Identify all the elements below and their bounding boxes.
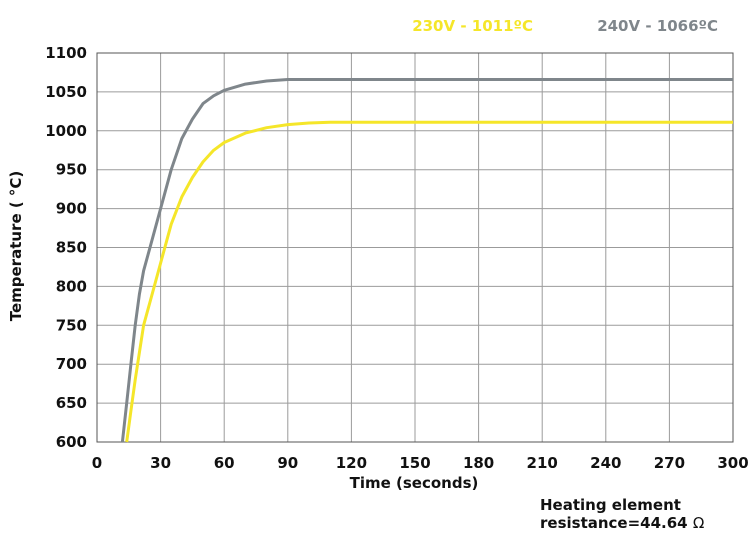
y-tick-label: 750 xyxy=(56,316,87,334)
legend-entry-1: 230V - 1011ºC xyxy=(412,17,533,35)
x-tick-label: 270 xyxy=(654,454,685,472)
y-tick-label: 950 xyxy=(56,161,87,179)
heating-element-note: Heating element resistance=44.64 Ω xyxy=(540,496,704,532)
x-tick-labels: 0 30 60 90 120 150 180 210 240 270 300 xyxy=(92,454,749,472)
y-tick-label: 1050 xyxy=(45,83,87,101)
x-tick-label: 30 xyxy=(150,454,171,472)
series-lines xyxy=(120,78,733,443)
x-tick-label: 90 xyxy=(277,454,298,472)
ohm-symbol: Ω xyxy=(692,514,705,532)
y-tick-label: 1100 xyxy=(45,44,87,62)
x-tick-label: 240 xyxy=(590,454,621,472)
grid xyxy=(96,52,734,443)
y-tick-label: 1000 xyxy=(45,122,87,140)
y-tick-labels: 600 650 700 750 800 850 900 950 1000 1050 1100 xyxy=(45,44,87,451)
y-tick-label: 700 xyxy=(56,355,87,373)
legend-entry-2: 240V - 1066ºC xyxy=(597,17,718,35)
y-axis-label: Temperature ( °C) xyxy=(7,171,25,322)
note-line-1: Heating element xyxy=(540,496,681,514)
y-tick-label: 800 xyxy=(56,277,87,295)
note-line-2: resistance=44.64 Ω xyxy=(540,514,704,532)
series-line-1 xyxy=(125,120,733,443)
x-tick-label: 210 xyxy=(527,454,558,472)
y-tick-label: 900 xyxy=(56,200,87,218)
legend: 230V - 1011ºC 240V - 1066ºC xyxy=(412,17,718,35)
plot-frame xyxy=(96,52,734,443)
x-tick-label: 120 xyxy=(336,454,367,472)
x-tick-label: 150 xyxy=(399,454,430,472)
x-tick-label: 180 xyxy=(463,454,494,472)
y-tick-label: 850 xyxy=(56,239,87,257)
y-tick-label: 600 xyxy=(56,433,87,451)
series-line-2 xyxy=(120,78,733,443)
x-axis-label: Time (seconds) xyxy=(350,474,479,492)
x-tick-label: 300 xyxy=(717,454,748,472)
x-tick-label: 60 xyxy=(214,454,235,472)
note-resistance: resistance=44.64 xyxy=(540,514,688,532)
y-tick-label: 650 xyxy=(56,394,87,412)
x-tick-label: 0 xyxy=(92,454,102,472)
